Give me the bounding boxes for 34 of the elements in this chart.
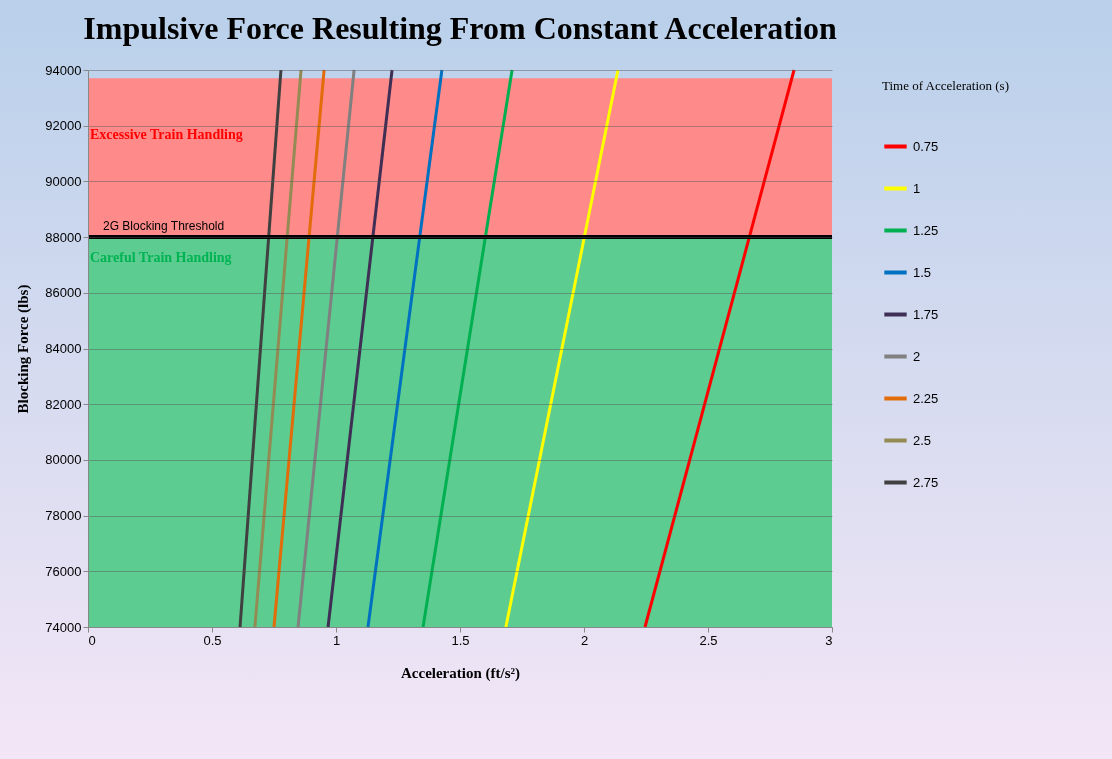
- x-tick-label: 1.5: [451, 632, 470, 648]
- y-tick-label: 76000: [45, 563, 82, 579]
- y-tick-label: 74000: [45, 619, 82, 635]
- x-tick-label: 2: [580, 632, 589, 648]
- legend-label: 2.75: [913, 474, 939, 490]
- legend-title: Time of Acceleration (s): [882, 78, 1009, 93]
- x-tick-label: 1: [332, 632, 341, 648]
- x-tick-label: 2.5: [699, 632, 718, 648]
- x-tick-label: 3: [825, 632, 833, 648]
- y-axis-title: Blocking Force (lbs): [15, 284, 33, 414]
- y-tick-label: 94000: [45, 62, 82, 78]
- x-axis-title: Acceleration (ft/s²): [400, 664, 521, 682]
- legend-label: 1: [913, 180, 921, 196]
- y-tick-label: 88000: [45, 229, 82, 245]
- y-tick-label: 82000: [45, 396, 82, 412]
- legend-label: 2: [913, 348, 921, 364]
- legend-label: 0.75: [913, 138, 939, 154]
- ref-line-label: 2G Blocking Threshold: [103, 219, 225, 234]
- x-tick-label: 0.5: [203, 632, 222, 648]
- band-label: Careful Train Handling: [90, 250, 232, 266]
- y-tick-label: 84000: [45, 341, 82, 356]
- legend-label: 2.25: [913, 390, 939, 406]
- legend-label: 1.25: [913, 222, 939, 238]
- legend-label: 1.5: [913, 264, 932, 280]
- y-tick-label: 92000: [45, 118, 82, 134]
- y-tick-label: 80000: [45, 452, 82, 468]
- chart-title: Impulsive Force Resulting From Constant Acceleration: [83, 10, 837, 46]
- y-tick-label: 90000: [45, 173, 82, 189]
- legend-label: 2.5: [913, 432, 932, 448]
- band-label: Excessive Train Handling: [90, 127, 243, 143]
- legend-label: 1.75: [913, 306, 939, 322]
- y-tick-label: 86000: [45, 285, 82, 301]
- x-tick-label: 0: [88, 632, 96, 648]
- y-tick-label: 78000: [45, 508, 82, 524]
